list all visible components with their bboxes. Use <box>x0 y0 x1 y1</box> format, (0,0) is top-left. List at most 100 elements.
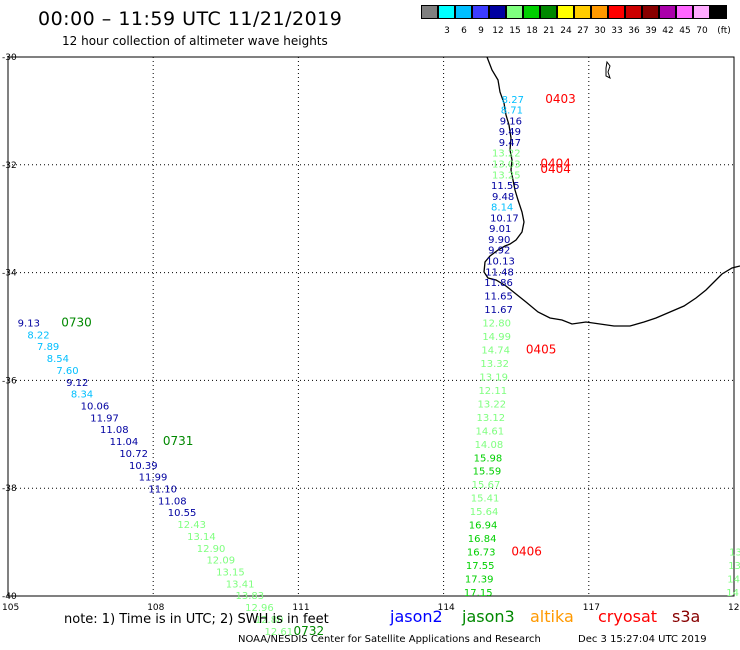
wave-height-value: 12.80 <box>255 615 284 626</box>
wave-height-value: 8.22 <box>27 330 49 341</box>
wave-height-value: 8.27 <box>502 95 524 106</box>
color-scale-label: 6 <box>461 26 467 36</box>
wave-height-value: 11.10 <box>148 485 177 496</box>
color-swatch <box>421 5 438 19</box>
wave-height-value: 15.67 <box>472 480 501 491</box>
color-swatch <box>693 5 710 19</box>
wave-height-value: 11.97 <box>90 413 119 424</box>
wave-height-value: 10.17 <box>490 213 519 224</box>
wave-height-value: 9.47 <box>499 138 521 149</box>
wave-height-value: 11.04 <box>110 437 139 448</box>
color-swatch <box>438 5 455 19</box>
map-frame <box>7 56 735 597</box>
color-swatch <box>625 5 642 19</box>
color-scale-label: 30 <box>594 26 606 36</box>
wave-height-value: 10.39 <box>129 461 158 472</box>
altimeter-tracks: 8.278.719.169.499.4713.2213.0313.2511.55… <box>18 95 740 638</box>
graticule <box>7 56 735 597</box>
wave-height-value: 9.48 <box>492 192 514 203</box>
wave-height-value: 9.12 <box>66 378 88 389</box>
color-scale-label: 9 <box>478 26 484 36</box>
wave-height-value: 16.94 <box>469 521 498 532</box>
wave-height-value: 16.73 <box>467 548 496 559</box>
color-scale-label: 21 <box>543 26 555 36</box>
pass-time-label: 0730 <box>61 316 92 330</box>
latitude-tick-label: -30 <box>2 53 17 63</box>
color-scale-label: 45 <box>679 26 691 36</box>
latitude-tick-label: -32 <box>2 161 17 171</box>
wave-height-value: 14.99 <box>482 332 511 343</box>
wave-height-value: 11.86 <box>484 278 513 289</box>
wave-height-value: 17.55 <box>466 561 495 572</box>
wave-height-value: 8.54 <box>47 354 69 365</box>
longitude-tick-label: 117 <box>583 603 600 613</box>
color-scale-label: 36 <box>628 26 640 36</box>
pass-time-label: 0403 <box>545 92 576 106</box>
wave-height-value: 14.3 <box>726 588 740 599</box>
color-scale-label: 15 <box>509 26 521 36</box>
latitude-tick-label: -38 <box>2 484 17 494</box>
color-swatch <box>659 5 676 19</box>
wave-height-value: 10.06 <box>81 402 110 413</box>
wave-height-value: 9.16 <box>500 116 522 127</box>
wave-height-value: 11.48 <box>485 267 514 278</box>
wave-height-value: 13.19 <box>479 372 508 383</box>
wave-height-value: 8.34 <box>71 390 93 401</box>
color-swatch <box>472 5 489 19</box>
satellite-altika: altika <box>530 607 574 626</box>
wave-height-value: 14.08 <box>475 440 504 451</box>
wave-height-value: 11.99 <box>139 473 168 484</box>
color-swatch <box>591 5 608 19</box>
longitude-tick-label: 105 <box>2 603 19 613</box>
color-scale-label: 39 <box>645 26 657 36</box>
color-scale-label: 24 <box>560 26 572 36</box>
satellite-jason3: jason3 <box>462 607 515 626</box>
wave-height-value: 12.90 <box>197 544 226 555</box>
map-subtitle: 12 hour collection of altimeter wave hei… <box>62 34 328 48</box>
longitude-tick-label: 120 <box>728 603 740 613</box>
color-swatch <box>540 5 557 19</box>
color-swatch <box>557 5 574 19</box>
wave-height-value: 13.15 <box>216 568 245 579</box>
wave-height-value: 17.39 <box>465 575 494 586</box>
wave-height-value: 13. <box>728 561 740 572</box>
wave-height-value: 7.89 <box>37 342 59 353</box>
color-scale-label: 18 <box>526 26 538 36</box>
wave-height-value: 13. <box>729 548 740 559</box>
wave-height-value: 12.61 <box>265 627 294 638</box>
pass-time-label: 0404 <box>540 156 571 170</box>
color-scale-label: 27 <box>577 26 589 36</box>
satellite-s3a: s3a <box>672 607 701 626</box>
generated-timestamp: Dec 3 15:27:04 UTC 2019 <box>578 634 707 645</box>
wave-height-value: 11.55 <box>491 181 520 192</box>
wave-height-value: 9.90 <box>488 235 510 246</box>
wave-height-value: 8.14 <box>491 203 513 214</box>
wave-height-value: 10.72 <box>119 449 148 460</box>
satellite-jason2: jason2 <box>390 607 443 626</box>
longitude-tick-label: 111 <box>292 603 309 613</box>
color-swatch <box>710 5 727 19</box>
wave-height-value: 9.49 <box>499 127 521 138</box>
wave-height-value: 13.22 <box>477 399 506 410</box>
color-scale-label: 3 <box>444 26 450 36</box>
wave-height-value: 9.13 <box>18 319 40 330</box>
wave-height-value: 10.55 <box>168 508 197 519</box>
wave-height-value: 12.11 <box>478 386 507 397</box>
color-swatch <box>608 5 625 19</box>
latitude-ticks: -30 -32 -34 -36 -38 -40 <box>2 53 17 602</box>
wave-height-value: 12.80 <box>482 319 511 330</box>
color-swatch <box>455 5 472 19</box>
wave-height-value: 8.71 <box>501 106 523 117</box>
wave-height-value: 13.32 <box>480 359 509 370</box>
wave-height-value: 14.74 <box>481 345 510 356</box>
satellite-cryosat: cryosat <box>598 607 658 626</box>
wave-height-value: 13.03 <box>492 159 521 170</box>
color-swatch <box>523 5 540 19</box>
color-scale-label: 33 <box>611 26 623 36</box>
color-swatch <box>574 5 591 19</box>
wave-height-value: 12.43 <box>177 520 206 531</box>
latitude-tick-label: -34 <box>2 269 17 279</box>
color-swatch <box>489 5 506 19</box>
credit-line: NOAA/NESDIS Center for Satellite Applica… <box>238 634 541 645</box>
